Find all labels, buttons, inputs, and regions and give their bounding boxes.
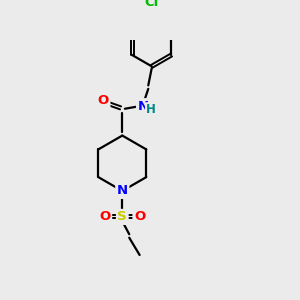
Text: O: O <box>99 210 111 224</box>
Text: S: S <box>118 210 127 224</box>
Text: O: O <box>98 94 109 107</box>
Text: Cl: Cl <box>145 0 159 9</box>
Text: N: N <box>137 100 148 113</box>
Text: O: O <box>134 210 145 224</box>
Text: H: H <box>146 103 156 116</box>
Text: N: N <box>117 184 128 197</box>
